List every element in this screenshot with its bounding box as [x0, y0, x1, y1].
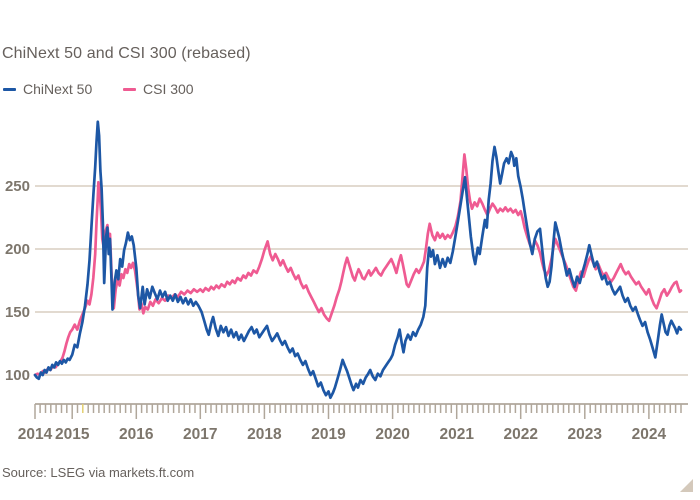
source-note: Source: LSEG via markets.ft.com	[2, 465, 195, 480]
legend: ChiNext 50 CSI 300	[0, 80, 700, 98]
gridlines	[35, 185, 688, 376]
x-tick-label: 2014	[18, 426, 53, 443]
x-tick-label: 2023	[568, 426, 603, 443]
x-tick-label: 2020	[375, 426, 409, 443]
x-tick-label: 2021	[439, 426, 474, 443]
x-axis-labels: 2014 2015 2016 2017 2018 2019 2020 2021 2022 2023…	[18, 426, 667, 443]
y-tick-label: 200	[5, 241, 30, 258]
chart-title: ChiNext 50 and CSI 300 (rebased)	[2, 45, 251, 62]
y-tick-label: 150	[5, 304, 30, 321]
x-tick-label: 2016	[119, 426, 154, 443]
csi300-line-swatch	[123, 87, 136, 91]
x-tick-label: 2015	[55, 426, 90, 443]
legend-item-chinext50: ChiNext 50	[3, 80, 92, 98]
chinext50-line-swatch	[3, 87, 16, 91]
x-tick-label: 2018	[247, 426, 282, 443]
x-tick-label: 2024	[632, 426, 667, 443]
y-tick-label: 100	[5, 367, 30, 384]
legend-item-csi300: CSI 300	[123, 80, 194, 98]
chinext50-line	[33, 120, 683, 400]
y-axis-labels: 100 150 200 250	[5, 178, 30, 384]
x-tick-label: 2017	[183, 426, 217, 443]
legend-label-csi300: CSI 300	[143, 81, 194, 97]
y-tick-label: 250	[5, 178, 30, 195]
resize-corner-icon	[680, 479, 693, 492]
x-tick-label: 2019	[311, 426, 346, 443]
legend-label-chinext50: ChiNext 50	[23, 81, 93, 97]
x-tick-label: 2022	[503, 426, 537, 443]
x-axis	[34, 403, 688, 419]
